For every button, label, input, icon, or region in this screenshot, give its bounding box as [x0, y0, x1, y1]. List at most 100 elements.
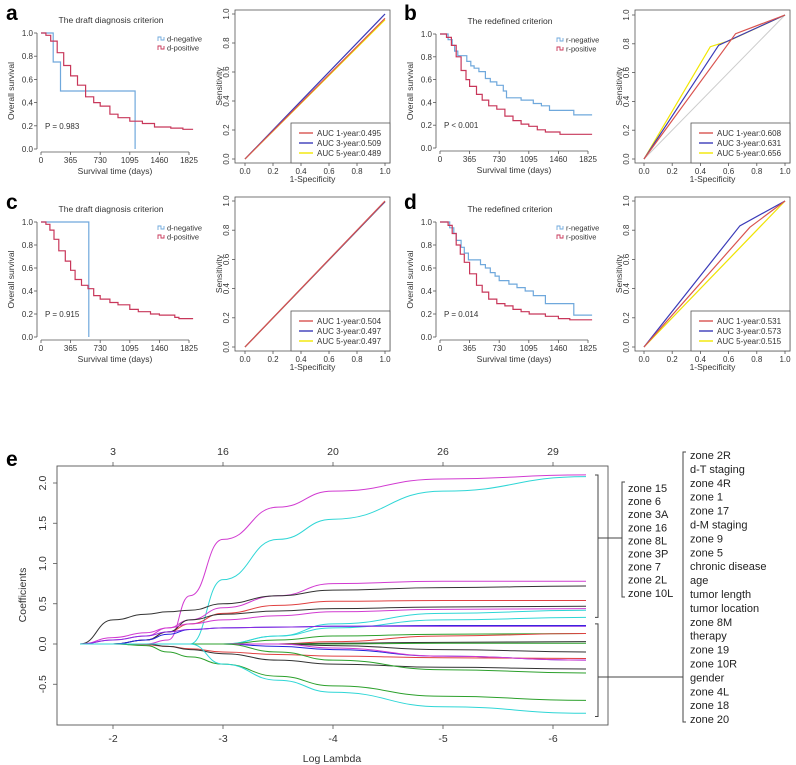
variable-label: zone 2L — [628, 575, 667, 587]
y-tick-label: 0.6 — [22, 75, 34, 84]
variable-label: zone 19 — [690, 645, 729, 657]
y-tick-label: 0.2 — [222, 312, 231, 324]
y-tick-label: 0.4 — [22, 287, 34, 296]
variable-label: zone 10L — [628, 588, 673, 600]
y-axis-label: Coefficients — [17, 568, 29, 623]
panel-label-b: b — [404, 2, 417, 25]
x-tick-label: 0.4 — [695, 355, 707, 364]
p-value: P < 0.001 — [444, 121, 479, 130]
km-plot-a-km: 0.0 0.2 0.4 0.6 0.8 1.0 0 365 730 1095 1460 1825 Sur… — [6, 15, 202, 176]
roc-curve-auc-5-year-0-515 — [643, 200, 786, 348]
y-tick-label: 0.0 — [222, 153, 231, 165]
variable-label: therapy — [690, 631, 727, 643]
p-value: P = 0.915 — [45, 310, 80, 319]
y-tick-label: 1.0 — [37, 556, 49, 571]
x-tick-label: 1.0 — [379, 167, 391, 176]
survival-curve-r-positive — [440, 221, 593, 321]
x-tick-label: 0 — [39, 344, 44, 353]
y-tick-label: 0.8 — [622, 224, 631, 236]
x-tick-label: 1825 — [180, 156, 198, 165]
y-tick-label: 1.0 — [622, 195, 631, 207]
variable-label: age — [690, 575, 708, 587]
legend-label: AUC 1-year:0.495 — [317, 129, 382, 138]
variable-label: zone 3P — [628, 549, 668, 561]
x-tick-label: 365 — [463, 155, 477, 164]
survival-curve-d-negative — [41, 221, 90, 337]
y-tick-label: 0.4 — [222, 282, 231, 294]
panel-label-d: d — [404, 191, 417, 214]
x-tick-label: -3 — [218, 733, 227, 745]
roc-curve-auc-1-year-0-495 — [244, 17, 386, 160]
variable-label: zone 8L — [628, 535, 667, 547]
bracket-upper-labels — [621, 481, 625, 598]
legend-label: AUC 3-year:0.497 — [317, 327, 382, 336]
y-tick-label: 1.0 — [222, 8, 231, 20]
y-tick-label: 2.0 — [37, 476, 49, 491]
x-tick-label: 0.8 — [351, 167, 363, 176]
variable-label: gender — [690, 672, 725, 684]
y-tick-label: 0.4 — [222, 95, 231, 107]
legend-swatch — [556, 37, 564, 42]
y-tick-label: 0.2 — [421, 121, 433, 130]
x-tick-label: 0.8 — [751, 355, 763, 364]
chart-title: The draft diagnosis criterion — [59, 15, 164, 25]
variable-label: chronic disease — [690, 561, 766, 573]
y-axis-label: Overall survival — [405, 62, 415, 120]
roc-plot-d-roc: 0.0 0.2 0.4 0.6 0.8 1.0 0.0 0.2 0.4 0.6 0.8 1.0 1-Sp… — [614, 195, 791, 372]
y-axis-label: Sensitivity — [214, 67, 224, 106]
y-tick-label: 0.8 — [622, 38, 631, 50]
roc-curve-auc-1-year-0-531 — [643, 200, 786, 348]
variable-label: zone 18 — [690, 700, 729, 712]
variable-label: zone 4L — [690, 686, 729, 698]
y-tick-label: 0.6 — [622, 253, 631, 265]
y-tick-label: 0.4 — [22, 99, 34, 108]
legend-label: AUC 5-year:0.497 — [317, 337, 382, 346]
roc-curve-auc-1-year-0-504 — [244, 200, 386, 348]
y-tick-label: 1.0 — [22, 29, 34, 38]
coefficient-path — [80, 643, 587, 714]
x-tick-label: 0.0 — [239, 355, 251, 364]
x-tick-label: 0.2 — [667, 167, 679, 176]
y-tick-label: 0.0 — [622, 153, 631, 165]
x-tick-label: 1095 — [520, 344, 538, 353]
y-tick-label: 0.6 — [222, 66, 231, 78]
y-tick-label: -0.5 — [37, 675, 49, 693]
bracket-upper-group — [595, 474, 599, 618]
y-tick-label: 0.0 — [37, 637, 49, 652]
variable-label: tumor location — [690, 603, 759, 615]
legend-label: r-positive — [566, 233, 596, 242]
x-tick-label: 0.2 — [267, 355, 279, 364]
y-tick-label: 0.5 — [37, 596, 49, 611]
x-tick-label: 365 — [64, 156, 78, 165]
x-tick-label: 1095 — [520, 155, 538, 164]
legend-label: AUC 5-year:0.656 — [717, 149, 782, 158]
km-plot-c-km: 0.0 0.2 0.4 0.6 0.8 1.0 0 365 730 1095 1460 1825 Sur… — [6, 204, 202, 364]
variable-label: d-T staging — [690, 464, 745, 476]
top-tick-label: 3 — [110, 446, 116, 458]
y-tick-label: 0.2 — [22, 122, 34, 131]
x-tick-label: 0 — [39, 156, 44, 165]
y-tick-label: 0.6 — [222, 253, 231, 265]
x-tick-label: -4 — [328, 733, 337, 745]
variable-label: zone 1 — [690, 492, 723, 504]
variable-label: zone 8M — [690, 617, 732, 629]
legend-label: AUC 1-year:0.531 — [717, 317, 782, 326]
variable-label: zone 17 — [690, 506, 729, 518]
y-tick-label: 0.6 — [622, 66, 631, 78]
y-tick-label: 0.4 — [421, 287, 433, 296]
x-tick-label: 0.0 — [239, 167, 251, 176]
survival-curve-r-positive — [440, 33, 593, 135]
km-plot-d-km: 0.0 0.2 0.4 0.6 0.8 1.0 0 365 730 1095 1460 1825 Sur… — [405, 204, 599, 364]
legend-swatch — [157, 225, 165, 230]
lasso-plot: -2 3 -3 16 -4 20 -5 26 -6 29 -0.5 0.0 0.5 1.0 1.5 2.0 Lo… — [17, 446, 766, 765]
variable-label: zone 20 — [690, 714, 729, 726]
y-axis-label: Sensitivity — [214, 254, 224, 293]
x-tick-label: 1460 — [151, 344, 169, 353]
legend-swatch — [157, 36, 165, 41]
y-tick-label: 0.0 — [421, 144, 433, 153]
x-tick-label: 730 — [493, 155, 507, 164]
variable-label: zone 4R — [690, 478, 731, 490]
roc-curve-auc-3-year-0-631 — [643, 14, 786, 160]
p-value: P = 0.014 — [444, 310, 479, 319]
